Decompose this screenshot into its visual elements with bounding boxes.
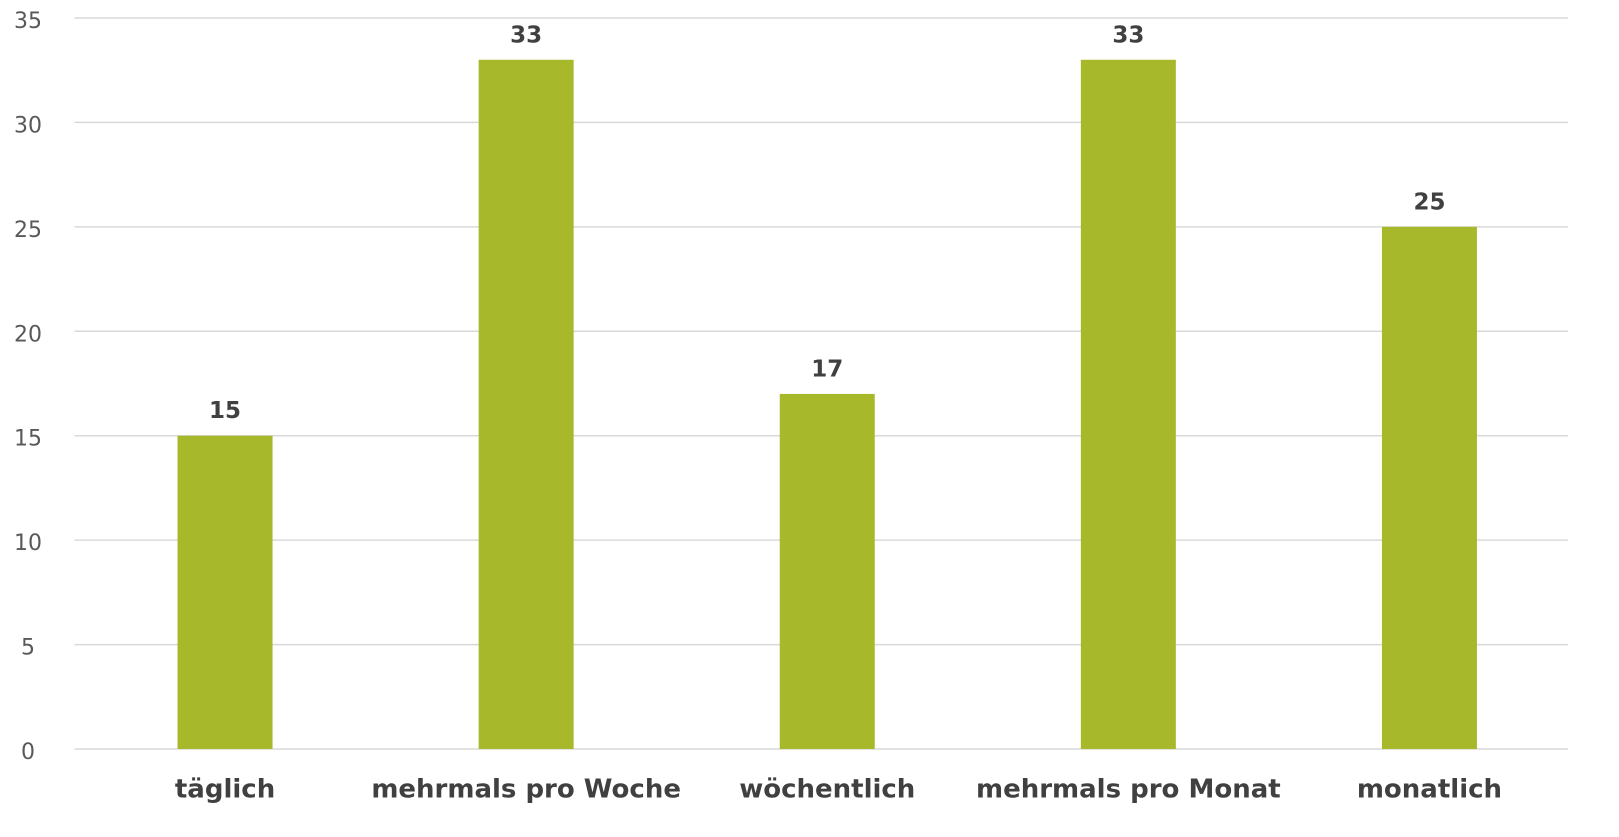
- y-tick-label: 15: [14, 427, 42, 452]
- bar: [1381, 226, 1477, 749]
- x-tick-label: täglich: [175, 775, 275, 805]
- bar: [779, 393, 875, 749]
- y-tick-label: 35: [14, 9, 42, 34]
- bar: [1080, 59, 1176, 750]
- data-label: 17: [811, 356, 843, 382]
- y-tick-label: 20: [14, 322, 42, 347]
- data-label: 25: [1413, 189, 1445, 215]
- x-tick-label: mehrmals pro Monat: [976, 775, 1281, 805]
- y-tick-label: 5: [21, 636, 35, 661]
- data-label: 33: [1112, 22, 1144, 48]
- y-tick-label: 25: [14, 218, 42, 243]
- y-tick-label: 10: [14, 531, 42, 556]
- x-tick-label: monatlich: [1357, 775, 1502, 805]
- data-label: 33: [510, 22, 542, 48]
- x-tick-label: mehrmals pro Woche: [371, 775, 681, 805]
- bar: [478, 59, 574, 750]
- y-tick-label: 30: [14, 113, 42, 138]
- x-tick-label: wöchentlich: [739, 775, 915, 805]
- y-tick-label: 0: [21, 740, 35, 765]
- bar: [177, 435, 273, 749]
- data-label: 15: [209, 398, 241, 424]
